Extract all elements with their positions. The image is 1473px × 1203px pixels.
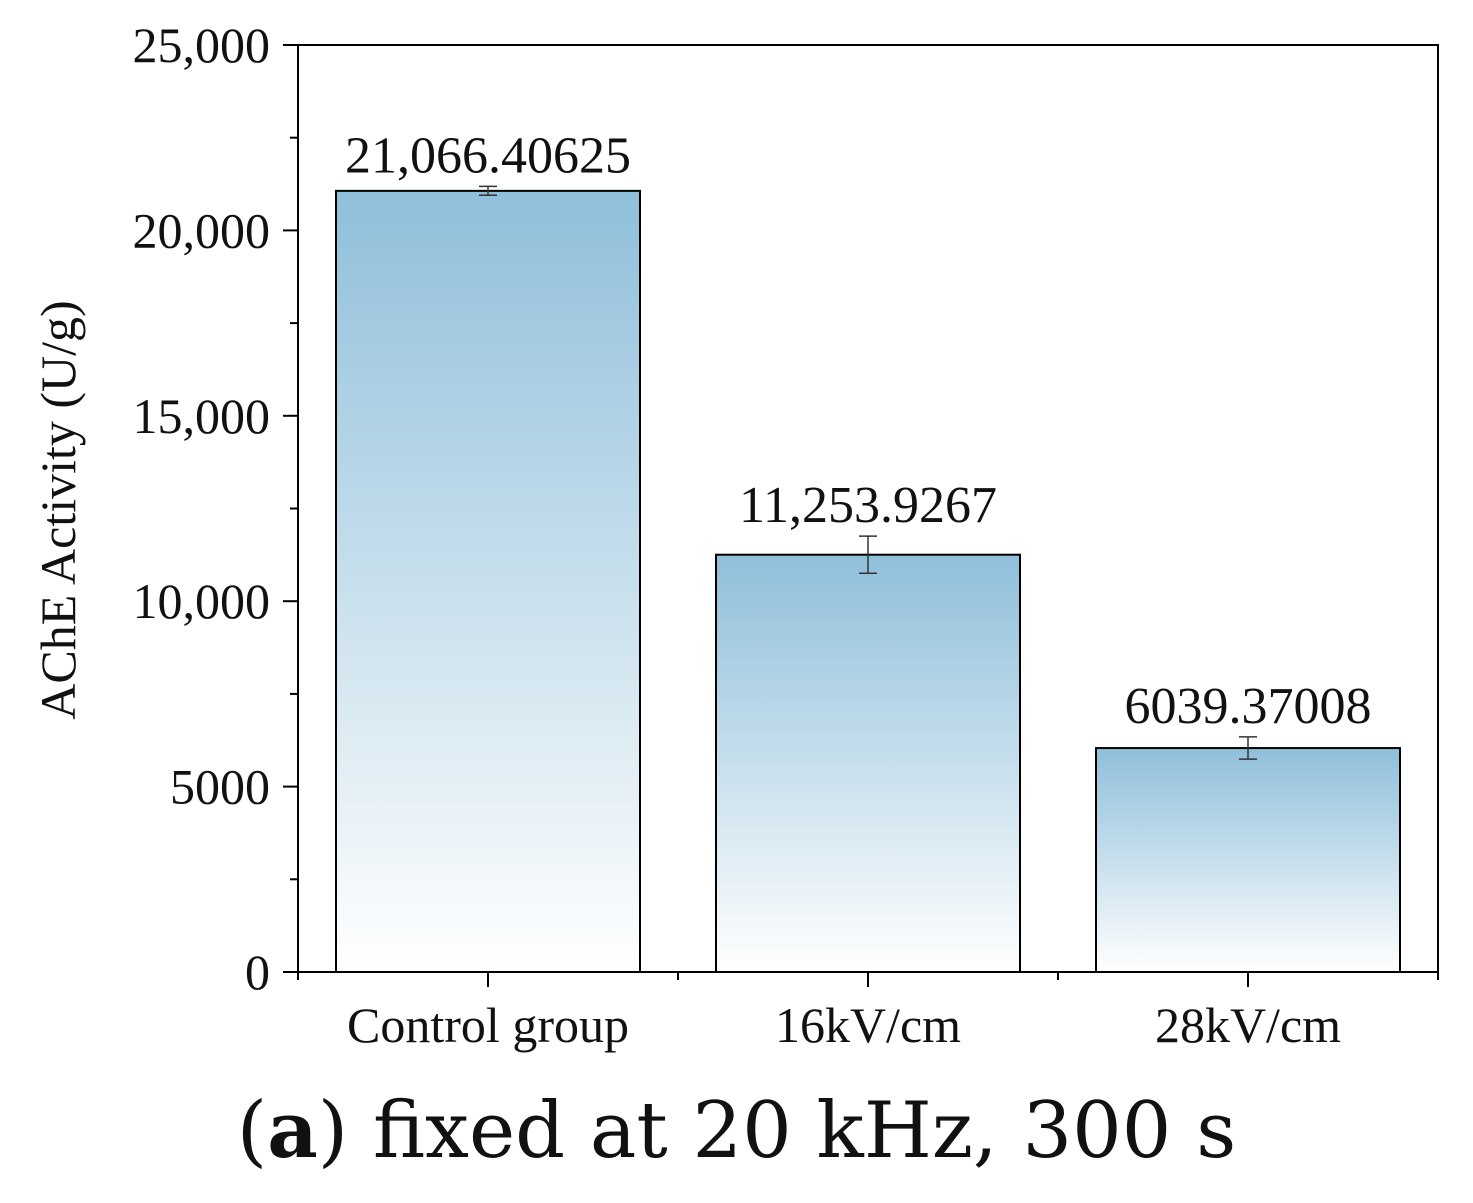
bar-series: 21,066.40625 11,253.9267 6039.37008 [335, 127, 1401, 974]
y-tick-label: 10,000 [133, 573, 271, 629]
bar [715, 553, 1021, 973]
y-axis-label: AChE Activity (U/g) [30, 300, 86, 719]
y-axis: 0 5000 10,000 15,000 20,000 25,000 [133, 17, 298, 1000]
bar [335, 189, 641, 973]
caption-text: fixed at 20 kHz, 300 s [348, 1086, 1237, 1176]
bar-value-label: 11,253.9267 [739, 477, 997, 534]
figure-caption: (a) fixed at 20 kHz, 300 s [236, 1085, 1237, 1176]
y-tick-label: 20,000 [133, 202, 271, 258]
bar-group: 21,066.40625 [335, 127, 641, 973]
bar-value-label: 21,066.40625 [345, 127, 631, 184]
bar-group: 11,253.9267 [715, 477, 1021, 973]
y-tick-label: 25,000 [133, 17, 271, 73]
y-tick-label: 5000 [170, 759, 270, 815]
y-tick-label: 0 [245, 944, 270, 1000]
bar-group: 6039.37008 [1095, 678, 1401, 974]
x-tick-label: 28kV/cm [1155, 997, 1341, 1053]
caption-letter: a [267, 1085, 318, 1176]
x-axis: Control group 16kV/cm 28kV/cm [297, 972, 1439, 1053]
x-tick-label: 16kV/cm [775, 997, 961, 1053]
bar [1095, 747, 1401, 974]
x-tick-label: Control group [347, 997, 629, 1053]
bar-value-label: 6039.37008 [1125, 678, 1372, 735]
y-tick-label: 15,000 [133, 388, 271, 444]
